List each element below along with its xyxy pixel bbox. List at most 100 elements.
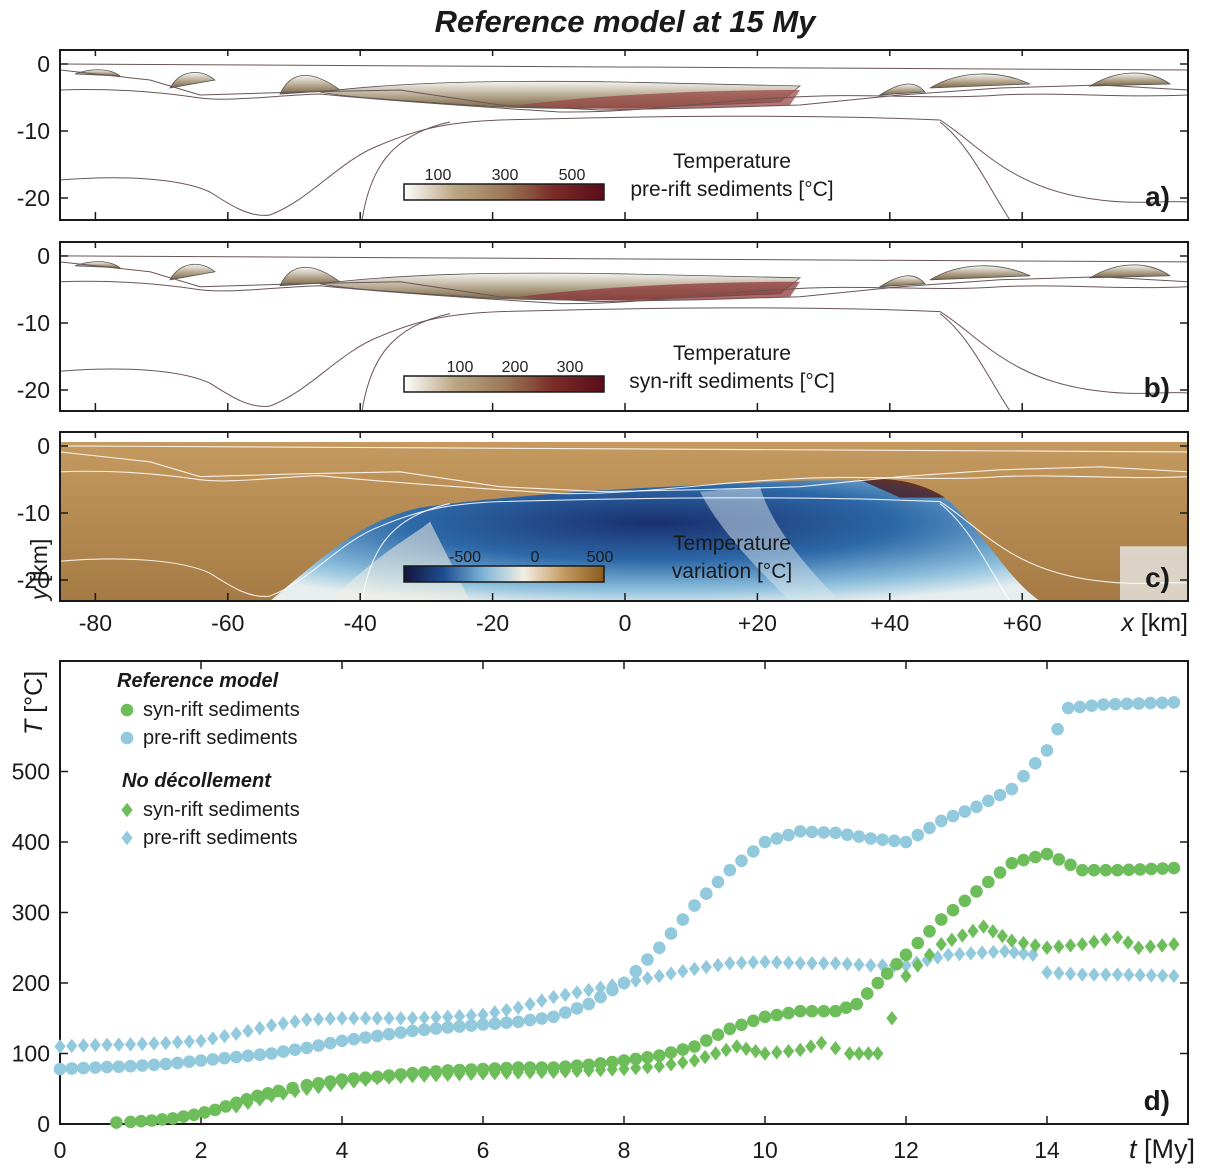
data-point bbox=[805, 825, 819, 839]
data-point bbox=[183, 1055, 196, 1068]
data-point bbox=[1144, 696, 1157, 710]
data-point bbox=[187, 1108, 201, 1122]
data-point bbox=[66, 1038, 78, 1054]
data-point bbox=[500, 1002, 513, 1018]
legend-label: syn-rift sediments bbox=[143, 799, 300, 821]
legend-title: No décollement bbox=[122, 770, 272, 792]
data-point bbox=[512, 1000, 524, 1015]
data-point bbox=[177, 1110, 190, 1123]
colorbar-tick-label: 300 bbox=[492, 167, 519, 184]
data-point bbox=[1053, 965, 1065, 981]
data-point bbox=[1123, 967, 1135, 983]
data-point bbox=[301, 1012, 313, 1027]
data-point bbox=[970, 800, 983, 814]
panel-frame bbox=[59, 241, 1189, 412]
data-point bbox=[1168, 968, 1180, 984]
series-reference-syn-rift bbox=[110, 847, 1181, 1129]
section-layer bbox=[60, 432, 1188, 601]
data-point bbox=[101, 1037, 113, 1053]
data-point bbox=[942, 947, 954, 962]
data-point bbox=[1006, 933, 1018, 948]
data-point bbox=[347, 1072, 361, 1085]
data-point bbox=[418, 1023, 431, 1037]
data-point bbox=[817, 826, 831, 839]
data-point bbox=[606, 1055, 619, 1069]
y-tick-label: -10 bbox=[17, 310, 50, 336]
data-point bbox=[759, 954, 771, 970]
data-point bbox=[512, 1061, 525, 1074]
structure-line bbox=[60, 445, 1188, 453]
data-point bbox=[1029, 757, 1042, 770]
data-point bbox=[747, 955, 759, 970]
data-point bbox=[946, 809, 960, 823]
data-point bbox=[749, 1043, 762, 1059]
colorbar-tick-label: 300 bbox=[557, 359, 584, 376]
data-point bbox=[965, 946, 977, 961]
data-point bbox=[582, 1058, 596, 1072]
data-point bbox=[731, 1039, 743, 1054]
y-axis-label: y [km] bbox=[26, 539, 52, 602]
data-point bbox=[547, 1010, 560, 1024]
x-tick-label: 6 bbox=[477, 1137, 490, 1163]
y-tick-label: 200 bbox=[12, 970, 50, 996]
data-point bbox=[1017, 946, 1030, 961]
colorbar bbox=[403, 375, 605, 393]
data-point bbox=[1029, 850, 1042, 864]
data-point bbox=[993, 866, 1007, 879]
data-point bbox=[136, 1036, 148, 1052]
data-point bbox=[771, 955, 783, 970]
structure-line bbox=[939, 503, 1011, 601]
data-point bbox=[899, 835, 913, 849]
data-point bbox=[923, 821, 936, 835]
sediment-wedge bbox=[169, 263, 216, 281]
data-point bbox=[987, 924, 999, 939]
data-point bbox=[1064, 966, 1077, 982]
data-point bbox=[999, 944, 1011, 959]
section-x-axis: -80 -60 -40 -20 0 +20 +40 +60 x [km]y [km] bbox=[26, 539, 1188, 637]
data-point bbox=[1088, 967, 1100, 982]
structure-line bbox=[60, 451, 1188, 493]
data-point bbox=[1076, 967, 1088, 982]
y-tick-label: -10 bbox=[17, 500, 50, 526]
sediment-wedge bbox=[878, 275, 926, 288]
data-point bbox=[815, 1035, 828, 1051]
data-point bbox=[208, 1103, 222, 1117]
data-point bbox=[441, 1021, 455, 1034]
data-point bbox=[676, 913, 690, 926]
colorbar-subtitle: syn-rift sediments [°C] bbox=[629, 370, 835, 393]
data-point bbox=[77, 1038, 90, 1053]
data-point bbox=[617, 976, 631, 990]
panel-frame bbox=[59, 49, 1189, 221]
white-corner bbox=[1120, 546, 1188, 601]
data-point bbox=[1133, 940, 1145, 955]
colorbar-title: Temperature bbox=[673, 532, 791, 555]
data-point bbox=[794, 1004, 807, 1018]
structure-line bbox=[361, 313, 451, 411]
data-point bbox=[359, 1071, 372, 1084]
data-point bbox=[113, 1037, 125, 1052]
data-point bbox=[124, 1059, 137, 1073]
data-point bbox=[747, 1014, 760, 1028]
panel-c: 0 -10 -20 -500 0 500 Temperature variation [°C]… bbox=[17, 431, 1189, 602]
data-point bbox=[1100, 967, 1112, 982]
data-point bbox=[382, 1069, 396, 1082]
data-point bbox=[935, 814, 948, 828]
data-point bbox=[1005, 782, 1019, 796]
data-point bbox=[523, 1061, 537, 1074]
colorbar-tick-label: 200 bbox=[502, 359, 529, 376]
data-point bbox=[982, 794, 995, 808]
data-point bbox=[805, 1039, 817, 1054]
data-point bbox=[300, 1078, 314, 1092]
data-point bbox=[488, 1017, 502, 1030]
data-point bbox=[1099, 863, 1113, 877]
data-point bbox=[171, 1056, 184, 1070]
data-point bbox=[864, 832, 878, 845]
data-point bbox=[570, 1002, 584, 1015]
structure-line bbox=[60, 307, 1188, 407]
data-point bbox=[145, 1114, 158, 1127]
data-point bbox=[976, 945, 988, 960]
data-point bbox=[1156, 862, 1169, 875]
legend-marker bbox=[120, 731, 134, 745]
data-point bbox=[195, 1033, 207, 1049]
